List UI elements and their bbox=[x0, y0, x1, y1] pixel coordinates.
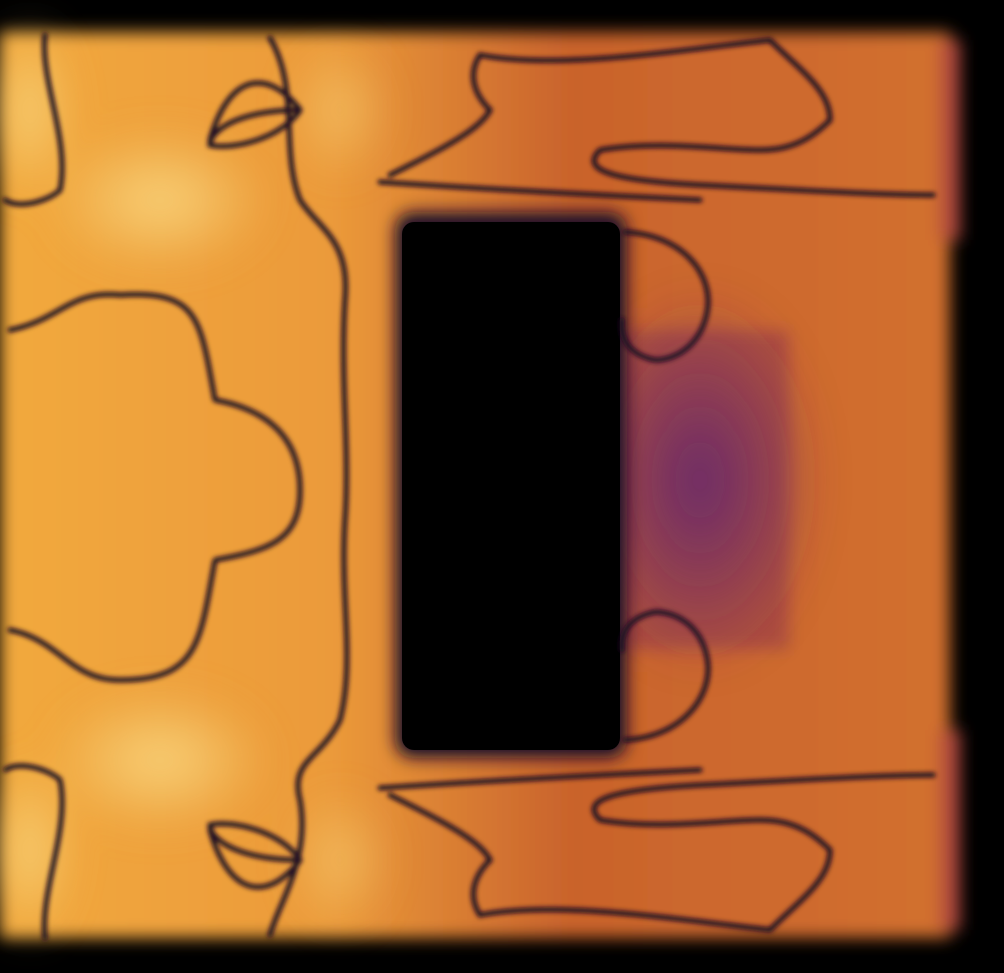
contour bbox=[387, 37, 938, 198]
contour bbox=[207, 80, 304, 149]
contour bbox=[2, 32, 65, 207]
hot-spot bbox=[50, 130, 270, 270]
contour bbox=[267, 35, 350, 938]
hot-spot bbox=[0, 20, 70, 200]
contours bbox=[2, 32, 938, 941]
hot-spot bbox=[0, 760, 70, 940]
edge-top bbox=[940, 40, 960, 240]
contour bbox=[619, 609, 711, 743]
hot-spot bbox=[290, 790, 390, 930]
contour bbox=[7, 291, 303, 683]
contour bbox=[387, 772, 938, 933]
edge-bottom bbox=[940, 730, 960, 930]
contour bbox=[619, 229, 711, 363]
contour bbox=[377, 179, 703, 203]
contour bbox=[207, 821, 304, 890]
obstacle bbox=[402, 222, 620, 750]
cold-spot bbox=[580, 290, 820, 670]
hot-spots bbox=[0, 20, 820, 940]
contour bbox=[2, 763, 65, 941]
hot-spot bbox=[290, 40, 390, 180]
hot-spot bbox=[50, 690, 270, 830]
contour bbox=[377, 767, 703, 791]
